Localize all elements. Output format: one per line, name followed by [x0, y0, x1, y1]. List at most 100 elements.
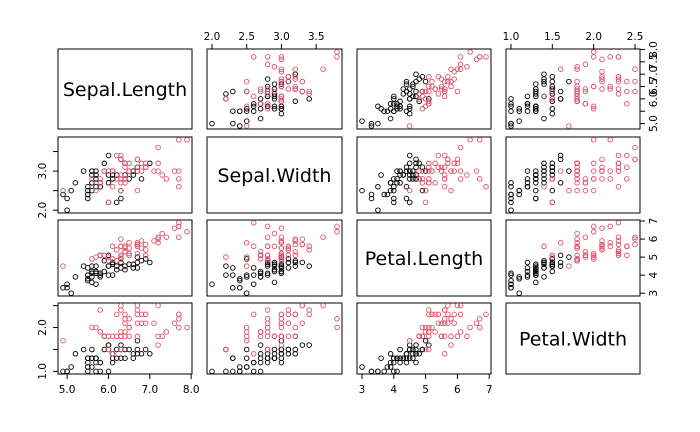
data-point-series-1: [624, 176, 630, 182]
data-point-series-1: [590, 160, 597, 167]
data-point-series-0: [524, 265, 531, 271]
data-point-series-1: [250, 243, 257, 250]
data-point-series-1: [278, 98, 285, 105]
data-point-series-0: [68, 290, 74, 296]
data-point-series-1: [599, 238, 605, 244]
data-point-series-0: [387, 351, 394, 357]
data-point-series-1: [97, 307, 103, 313]
data-point-series-1: [448, 316, 454, 322]
data-point-series-0: [516, 276, 522, 282]
tick-label: 2.5: [238, 31, 255, 43]
data-point-series-1: [278, 257, 285, 264]
data-point-series-1: [134, 187, 141, 194]
data-point-series-0: [403, 108, 410, 114]
data-point-series-0: [368, 123, 375, 129]
data-point-series-1: [441, 316, 448, 322]
data-point-series-0: [391, 101, 397, 107]
data-point-series-1: [299, 88, 306, 95]
axis-top-col-1: 2.0 2.5 3.0 3.5: [204, 31, 325, 50]
data-point-series-0: [394, 355, 400, 361]
data-point-series-1: [299, 236, 306, 242]
panel-frame: [57, 219, 193, 297]
data-point-series-0: [397, 98, 403, 105]
data-point-series-0: [541, 176, 547, 182]
data-point-series-1: [292, 83, 299, 90]
data-point-series-1: [426, 311, 432, 318]
data-point-series-0: [292, 259, 299, 266]
panel-frame: [505, 136, 641, 214]
data-point-series-1: [549, 252, 556, 259]
data-point-series-0: [237, 108, 243, 114]
data-point-series-1: [278, 316, 285, 322]
data-point-series-0: [271, 279, 278, 286]
data-point-series-1: [599, 243, 605, 250]
data-point-series-0: [60, 285, 66, 291]
data-point-series-1: [590, 256, 597, 262]
data-point-series-0: [403, 195, 410, 202]
data-point-series-0: [250, 108, 257, 114]
tick-label: 2.0: [37, 202, 49, 219]
tick-label: 2.5: [627, 31, 644, 43]
tick-label: 6.0: [100, 384, 117, 396]
data-point-series-1: [278, 238, 285, 244]
data-point-series-1: [574, 172, 580, 178]
data-point-series-1: [451, 76, 457, 82]
data-point-series-1: [126, 252, 132, 259]
data-point-series-1: [429, 78, 435, 85]
data-point-series-1: [334, 223, 340, 230]
data-point-series-1: [155, 236, 161, 242]
data-point-series-0: [549, 110, 556, 117]
data-point-series-1: [126, 324, 132, 331]
data-point-series-1: [549, 176, 556, 182]
data-point-series-1: [441, 183, 448, 190]
data-point-series-1: [257, 333, 264, 340]
data-point-series-0: [243, 256, 250, 262]
data-point-series-0: [230, 272, 236, 278]
data-point-series-1: [285, 311, 292, 318]
data-point-series-0: [285, 265, 292, 271]
data-point-series-1: [422, 199, 429, 206]
data-point-series-1: [151, 320, 157, 326]
data-point-series-1: [615, 183, 622, 190]
data-point-series-1: [435, 311, 442, 318]
data-point-series-0: [118, 195, 124, 202]
data-point-series-0: [549, 168, 556, 174]
data-point-series-0: [524, 268, 531, 275]
data-point-series-0: [257, 115, 264, 122]
data-point-series-0: [533, 270, 539, 277]
data-point-series-1: [582, 176, 589, 182]
data-point-series-1: [448, 187, 454, 194]
data-point-series-1: [599, 241, 605, 248]
data-point-series-1: [109, 168, 116, 174]
data-point-series-0: [130, 351, 137, 357]
panel-r2-c0: [57, 219, 193, 297]
data-point-series-0: [413, 88, 419, 95]
data-point-series-1: [441, 320, 448, 326]
data-point-series-1: [599, 247, 605, 253]
data-point-series-1: [334, 316, 340, 322]
panel-frame: [57, 136, 193, 214]
data-point-series-1: [285, 333, 292, 340]
data-point-series-1: [97, 176, 103, 182]
data-point-series-1: [473, 168, 480, 174]
tick-label: 6.0: [648, 91, 660, 108]
data-point-series-0: [105, 342, 112, 348]
data-point-series-1: [445, 156, 451, 163]
data-point-series-0: [250, 368, 257, 375]
data-point-series-1: [264, 252, 271, 259]
data-point-series-0: [68, 364, 74, 370]
data-point-series-0: [278, 106, 285, 112]
data-point-series-1: [582, 248, 589, 255]
data-point-series-0: [85, 187, 91, 194]
data-point-series-1: [457, 144, 464, 151]
data-point-series-1: [454, 160, 461, 167]
data-point-series-1: [451, 160, 457, 167]
data-point-series-0: [264, 359, 271, 366]
data-point-series-0: [368, 368, 375, 375]
data-point-series-0: [397, 180, 403, 186]
data-point-series-1: [416, 96, 422, 102]
data-point-series-0: [533, 265, 539, 271]
tick-label: 2.0: [204, 31, 221, 43]
data-point-series-1: [615, 252, 622, 259]
data-point-series-1: [264, 333, 271, 340]
